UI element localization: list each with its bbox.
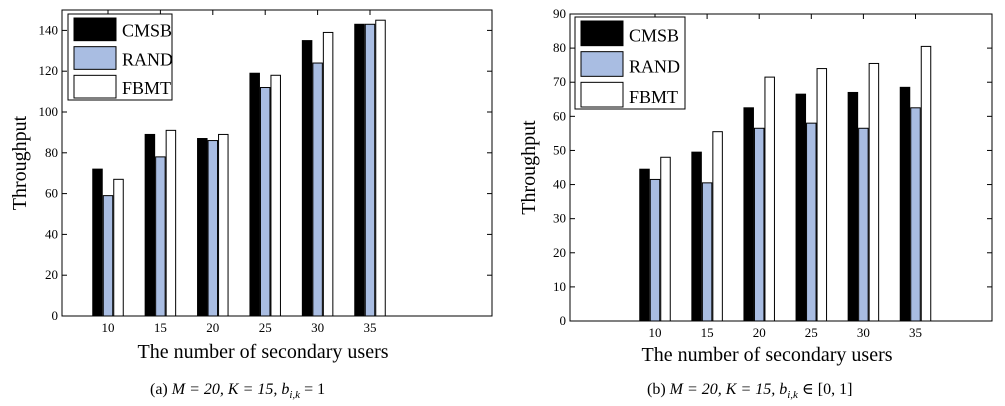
bar-cmsb-30	[847, 91, 859, 322]
bar-fbmt-30	[868, 62, 880, 322]
y-tick-label: 60	[45, 186, 58, 201]
bar-fbmt-30	[322, 31, 334, 317]
legend-swatch-cmsb	[73, 17, 117, 42]
caption-part: ∈ [0, 1]	[798, 381, 853, 398]
bar-cmsb-35	[899, 86, 911, 322]
y-tick-label: 0	[52, 308, 59, 323]
y-tick-label: 90	[553, 6, 566, 21]
bar-fbmt-35	[920, 45, 932, 322]
bar-rand-20	[753, 127, 765, 322]
x-tick-label: 20	[206, 320, 219, 335]
y-tick-label: 70	[553, 74, 566, 89]
x-tick-label: 35	[364, 320, 377, 335]
bar-cmsb-15	[691, 151, 702, 322]
y-tick-label: 40	[45, 226, 58, 241]
y-tick-label: 60	[553, 108, 566, 123]
x-tick-label: 15	[154, 320, 167, 335]
legend-swatch-rand	[580, 51, 624, 77]
bar-rand-10	[102, 195, 114, 317]
y-tick-label: 30	[553, 211, 566, 226]
legend-label-rand: RAND	[122, 49, 173, 69]
legend-label-fbmt: FBMT	[122, 78, 171, 98]
bar-cmsb-15	[144, 133, 156, 317]
legend-label-cmsb: CMSB	[629, 26, 679, 46]
bar-fbmt-25	[270, 74, 281, 317]
legend-swatch-cmsb	[580, 20, 624, 47]
caption-part: M = 20, K = 15, b	[669, 381, 788, 398]
bar-cmsb-25	[795, 93, 807, 322]
caption-part: = 1	[300, 381, 325, 398]
x-axis-label: The number of secondary users	[641, 344, 892, 366]
bar-rand-10	[649, 178, 661, 322]
caption: (b) M = 20, K = 15, bi,k ∈ [0, 1]	[647, 381, 852, 401]
y-axis-label: Throughput	[9, 115, 31, 210]
caption-part: (a)	[150, 381, 172, 398]
x-tick-label: 10	[102, 320, 115, 335]
x-tick-label: 20	[753, 325, 766, 340]
bar-fbmt-15	[165, 129, 177, 317]
bar-fbmt-20	[764, 76, 775, 322]
caption: (a) M = 20, K = 15, bi,k = 1	[150, 381, 325, 401]
bar-cmsb-20	[197, 138, 208, 317]
y-tick-label: 80	[553, 40, 566, 55]
bar-fbmt-10	[113, 178, 124, 317]
y-tick-label: 20	[553, 245, 566, 260]
x-tick-label: 15	[701, 325, 714, 340]
bar-rand-25	[259, 87, 271, 317]
caption-part: M = 20, K = 15, b	[171, 381, 290, 398]
bar-fbmt-25	[816, 68, 828, 322]
y-tick-label: 40	[553, 177, 566, 192]
bar-cmsb-10	[92, 168, 103, 317]
y-tick-label: 0	[560, 313, 567, 328]
y-tick-label: 50	[553, 142, 566, 157]
legend-label-fbmt: FBMT	[629, 87, 678, 107]
bar-rand-30	[312, 62, 323, 317]
y-tick-label: 120	[39, 63, 59, 78]
bar-rand-20	[207, 140, 219, 317]
bar-rand-35	[364, 23, 376, 317]
legend-swatch-fbmt	[73, 74, 117, 99]
x-tick-label: 25	[805, 325, 818, 340]
bar-rand-15	[701, 182, 713, 322]
chart-b: 0 10 20 30 40 50 60 70 80 90 10 15 20 25 30 35 CMSB RAND F…	[518, 6, 993, 401]
legend-swatch-fbmt	[580, 81, 624, 108]
legend-label-cmsb: CMSB	[122, 21, 172, 41]
caption-part: (b)	[647, 381, 670, 398]
x-tick-label: 30	[311, 320, 324, 335]
y-tick-label: 10	[553, 279, 566, 294]
x-axis-label: The number of secondary users	[137, 341, 388, 363]
y-tick-label: 140	[39, 22, 59, 37]
bar-fbmt-15	[712, 131, 723, 322]
bar-cmsb-30	[301, 40, 313, 317]
y-axis-label: Throughput	[518, 120, 540, 215]
x-tick-label: 30	[857, 325, 870, 340]
bar-cmsb-35	[354, 23, 365, 317]
legend-label-rand: RAND	[629, 56, 680, 76]
bar-fbmt-20	[218, 133, 229, 317]
x-tick-label: 25	[259, 320, 272, 335]
bar-cmsb-20	[743, 107, 754, 322]
bar-rand-25	[806, 122, 817, 322]
caption-part: i,k	[787, 389, 799, 401]
chart-a: 0 20 40 60 80 100 120 140 10 15 20 25 30 35 CMSB RAND FB…	[9, 9, 493, 401]
y-tick-label: 100	[39, 104, 59, 119]
plot-frame	[569, 13, 993, 322]
bar-rand-35	[910, 107, 921, 322]
bar-cmsb-25	[249, 72, 260, 317]
y-tick-label: 80	[45, 145, 58, 160]
x-tick-label: 10	[649, 325, 662, 340]
x-tick-label: 35	[909, 325, 922, 340]
y-tick-label: 20	[45, 267, 58, 282]
caption-part: i,k	[289, 389, 301, 401]
bar-rand-30	[858, 127, 869, 322]
bar-fbmt-35	[375, 19, 386, 317]
bar-rand-15	[155, 156, 166, 317]
bar-fbmt-10	[660, 156, 671, 322]
bar-cmsb-10	[639, 168, 650, 322]
legend-swatch-rand	[73, 46, 117, 70]
